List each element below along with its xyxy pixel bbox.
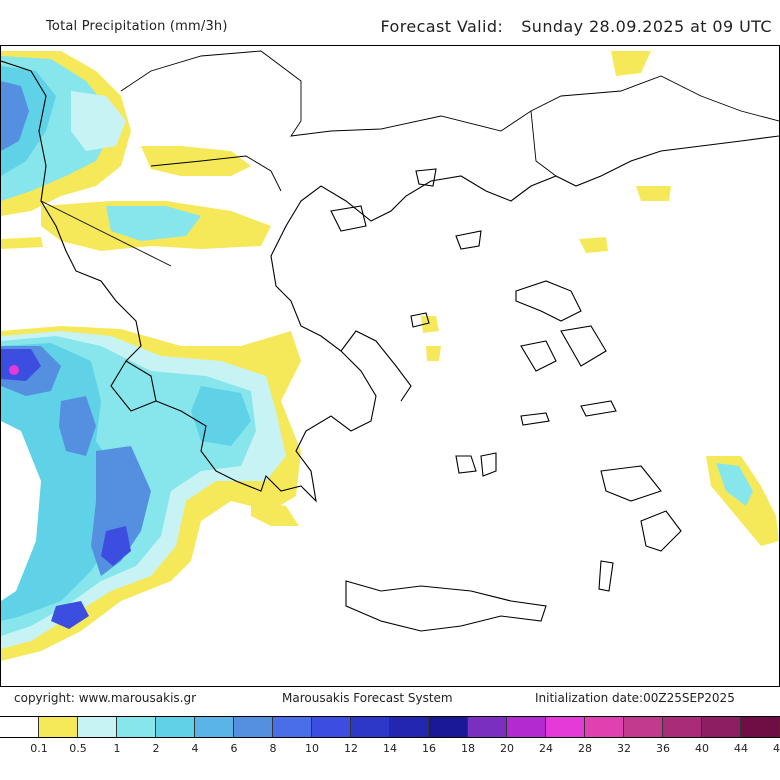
legend-swatch xyxy=(507,717,546,737)
legend-swatch xyxy=(273,717,312,737)
legend-labels: 0.10.51246810121416182024283236404448 xyxy=(0,742,780,758)
precip-ionian xyxy=(1,326,301,661)
legend-swatch xyxy=(117,717,156,737)
legend-swatch xyxy=(78,717,117,737)
chart-title: Total Precipitation (mm/3h) xyxy=(46,19,228,34)
legend-label: 4 xyxy=(191,742,199,755)
legend-label: 14 xyxy=(383,742,397,755)
legend-swatch xyxy=(0,717,39,737)
precip-north-band xyxy=(1,51,671,361)
legend-swatch xyxy=(663,717,702,737)
legend-swatch xyxy=(702,717,741,737)
legend-label: 2 xyxy=(152,742,160,755)
map-svg xyxy=(1,50,779,661)
legend-swatch xyxy=(468,717,507,737)
coastlines xyxy=(1,60,779,632)
legend-swatch xyxy=(429,717,468,737)
forecast-valid-label: Forecast Valid: xyxy=(380,17,504,36)
legend-label: 36 xyxy=(656,742,670,755)
legend-label: 18 xyxy=(461,742,475,755)
legend-label: 40 xyxy=(695,742,709,755)
forecast-valid: Forecast Valid: Sunday 28.09.2025 at 09 U… xyxy=(380,17,772,36)
legend-label: 44 xyxy=(734,742,748,755)
legend-label: 10 xyxy=(305,742,319,755)
legend-swatch xyxy=(585,717,624,737)
system-name: Marousakis Forecast System xyxy=(282,691,453,705)
legend-label: 48 xyxy=(773,742,780,755)
legend-label: 24 xyxy=(539,742,553,755)
legend-label: 1 xyxy=(113,742,121,755)
legend-swatch xyxy=(156,717,195,737)
legend-label: 28 xyxy=(578,742,592,755)
legend-swatch xyxy=(312,717,351,737)
legend-swatch xyxy=(234,717,273,737)
legend-label: 0.5 xyxy=(69,742,87,755)
precipitation-map xyxy=(0,45,780,687)
legend-label: 0.1 xyxy=(30,742,48,755)
land-borders xyxy=(40,50,779,267)
legend-swatch xyxy=(390,717,429,737)
precip-dodecanese xyxy=(706,456,779,546)
init-date: Initialization date:00Z25SEP2025 xyxy=(535,691,735,705)
legend-colorbar xyxy=(0,716,780,738)
legend-label: 12 xyxy=(344,742,358,755)
legend-label: 16 xyxy=(422,742,436,755)
precip-west-adriatic xyxy=(1,51,131,216)
legend-label: 8 xyxy=(269,742,277,755)
legend-swatch xyxy=(351,717,390,737)
legend-swatch xyxy=(195,717,234,737)
legend-swatch xyxy=(546,717,585,737)
legend-swatch xyxy=(39,717,78,737)
legend-label: 32 xyxy=(617,742,631,755)
forecast-valid-value: Sunday 28.09.2025 at 09 UTC xyxy=(521,17,772,36)
copyright-text: copyright: www.marousakis.gr xyxy=(14,691,197,705)
legend-label: 6 xyxy=(230,742,238,755)
legend-label: 20 xyxy=(500,742,514,755)
legend-swatch xyxy=(624,717,663,737)
legend-swatch xyxy=(741,717,780,737)
